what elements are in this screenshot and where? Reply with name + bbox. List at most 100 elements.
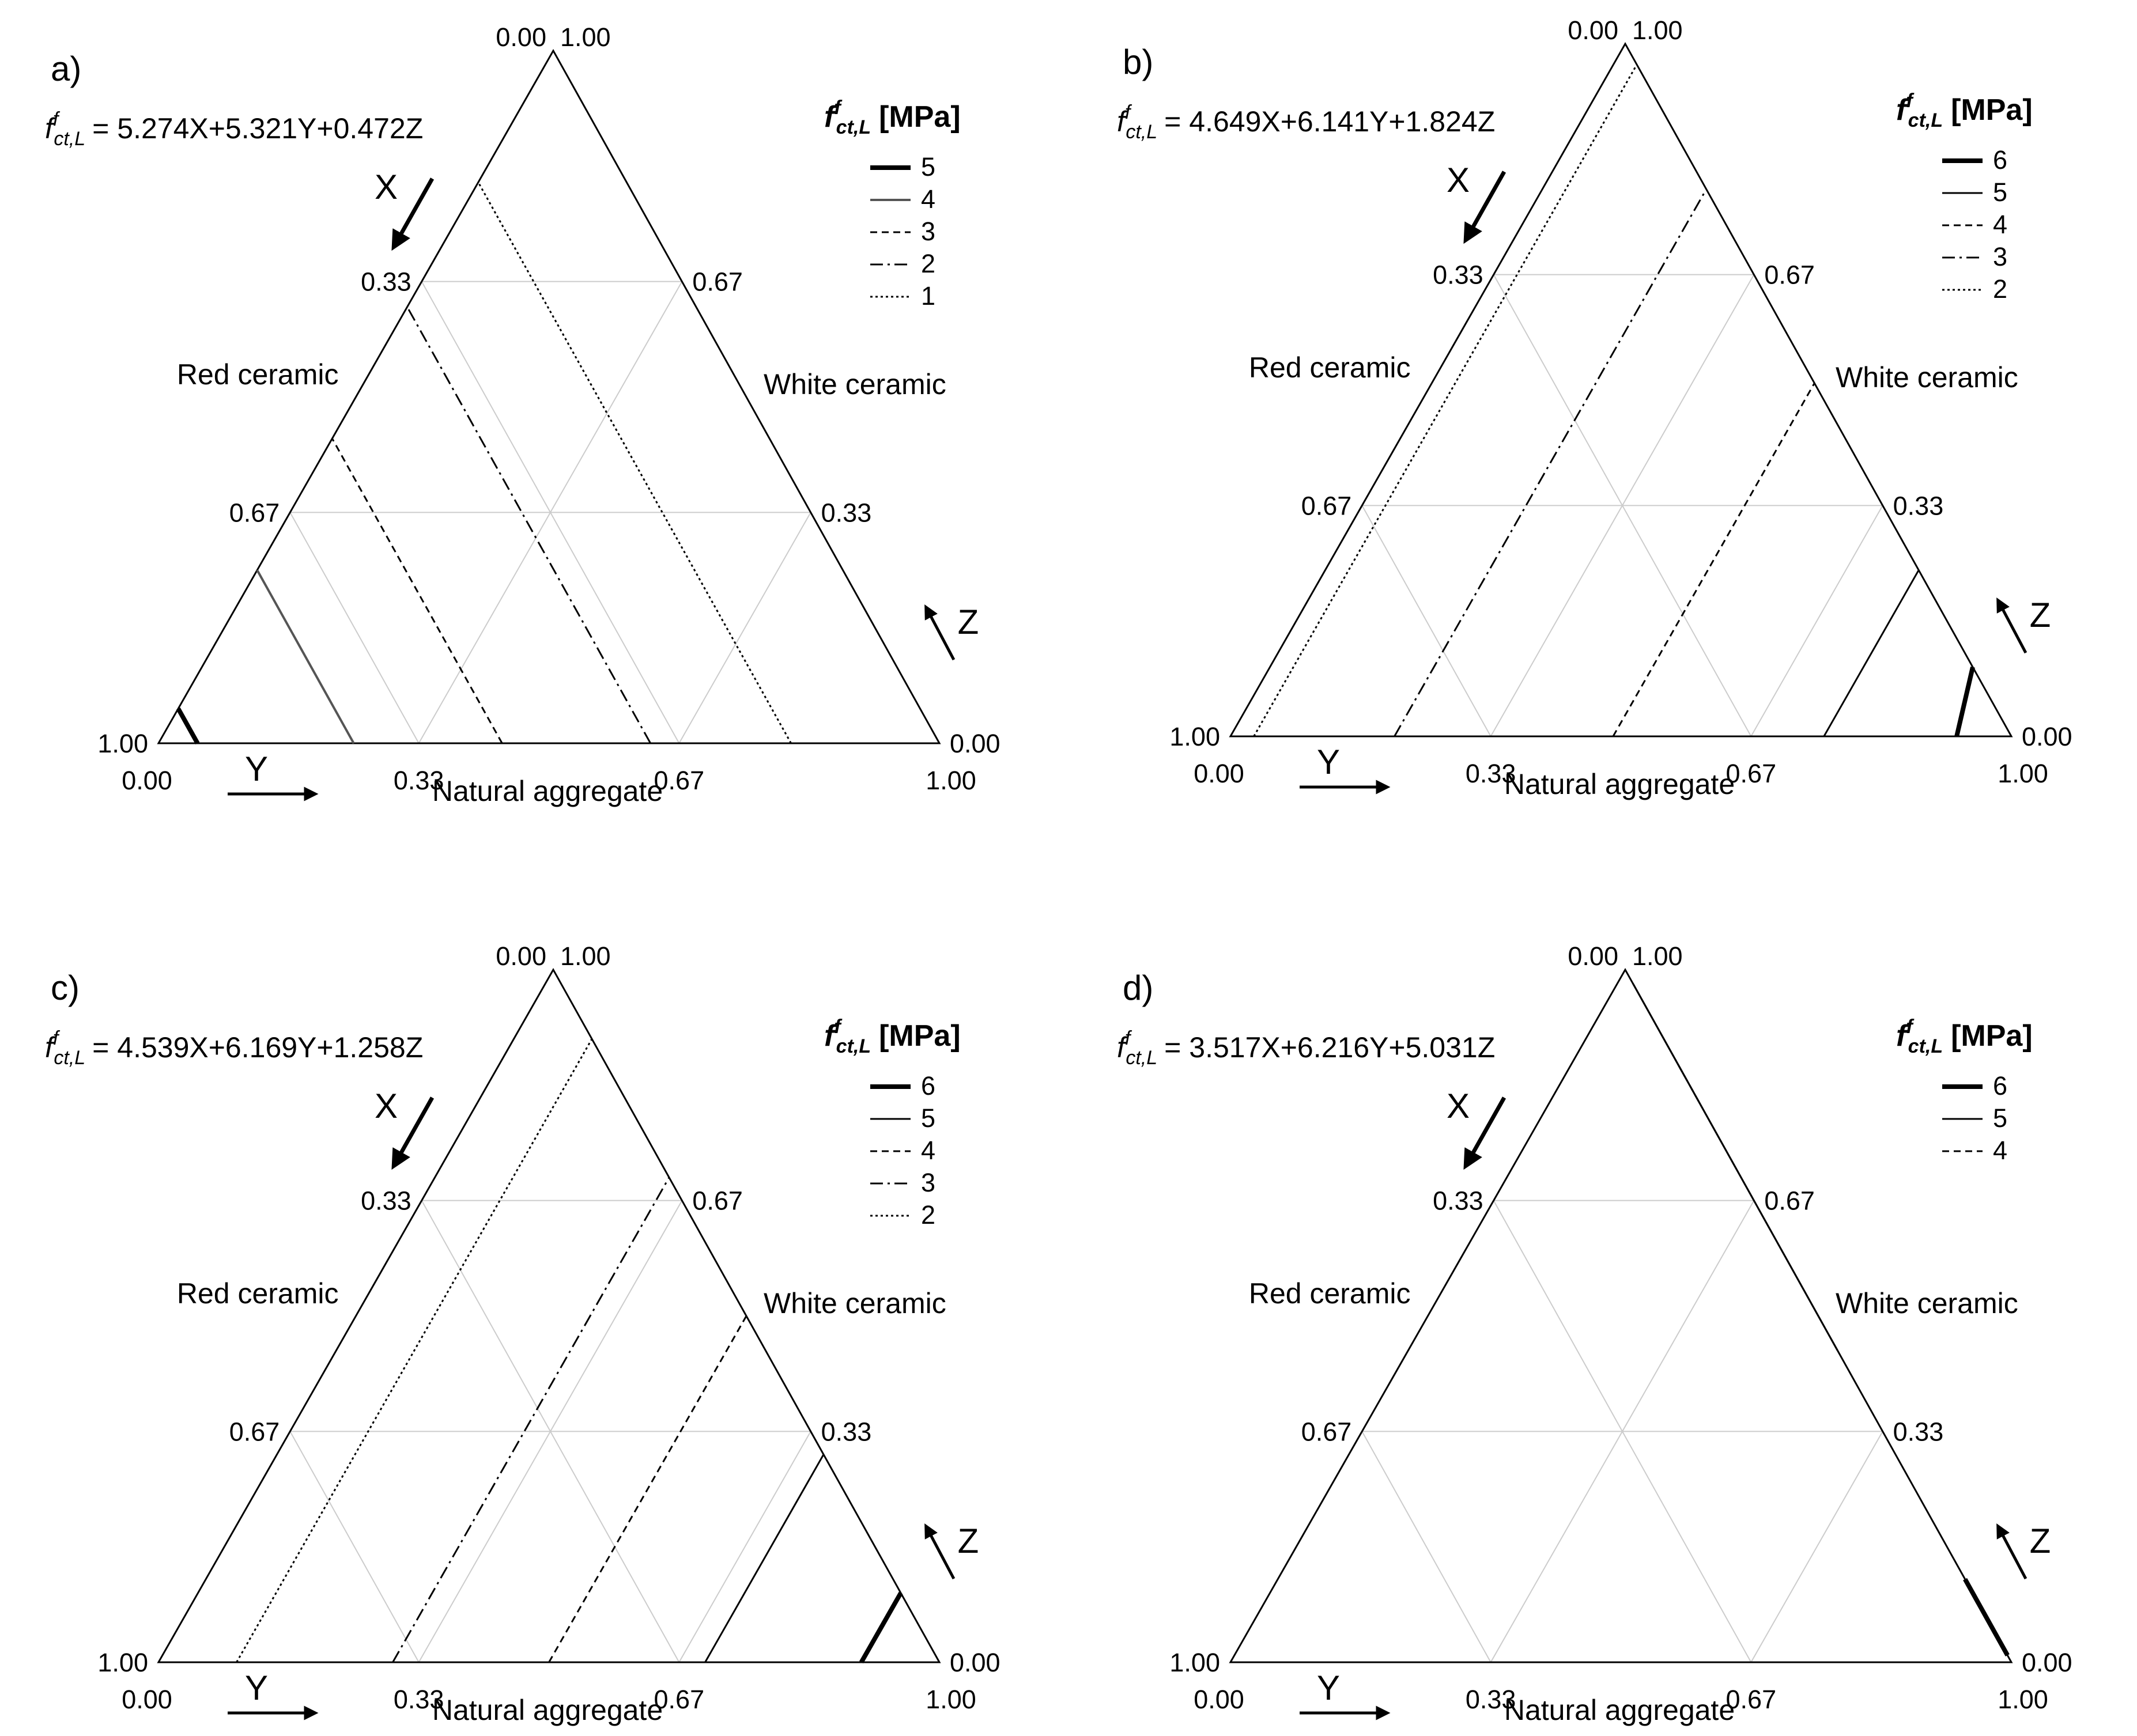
eq-sup: f — [53, 108, 61, 130]
contour-line-3 — [331, 438, 503, 744]
legend-value-4: 4 — [1993, 1136, 2007, 1165]
tick-label: 0.00 — [1194, 1685, 1244, 1714]
legend-unit: [MPa] — [1951, 1019, 2033, 1053]
tick-label: 0.67 — [692, 1186, 743, 1216]
grid-line — [678, 1431, 811, 1663]
legend-value-4: 4 — [921, 184, 935, 214]
triangle-outline — [1229, 41, 2013, 737]
eq-sub: ct,L — [1126, 121, 1157, 143]
eq-sub: ct,L — [54, 1047, 85, 1069]
tick-label: 0.00 — [950, 729, 1000, 758]
tick-label: 0.00 — [2022, 1648, 2072, 1677]
eq-rhs: = 4.649X+6.141Y+1.824Z — [1164, 105, 1495, 138]
tick-label: 1.00 — [97, 729, 148, 758]
legend-unit: [MPa] — [879, 1019, 961, 1053]
contour-lines — [176, 181, 792, 744]
eq-sup: f — [1125, 101, 1132, 123]
panel-d: 0.00 1.00 0.33 0.67 1.00 0.33 0.67 0.00 0.00 0.33… — [1117, 941, 2072, 1726]
tick-label: 0.33 — [361, 1186, 411, 1216]
contour-line-5 — [704, 1454, 825, 1663]
tick-label: 1.00 — [1169, 1648, 1220, 1677]
tick-label: 0.67 — [1726, 1685, 1777, 1714]
legend-sub: ct,L — [836, 116, 871, 138]
label-red-ceramic: Red ceramic — [177, 358, 339, 391]
grid-line — [1361, 505, 1492, 737]
grid-lines — [289, 281, 811, 744]
arrow-label-z: Z — [2030, 1522, 2051, 1560]
panel-label: a) — [51, 50, 81, 88]
contour-line-5 — [1823, 569, 1920, 737]
arrow-label-y: Y — [1317, 743, 1340, 781]
tick-label: 0.67 — [1764, 1186, 1815, 1216]
eq-rhs: = 5.274X+5.321Y+0.472Z — [92, 112, 423, 145]
arrow-label-x: X — [375, 168, 398, 206]
tick-label: 0.00 — [496, 22, 546, 52]
arrow-x — [391, 1096, 435, 1170]
grid-lines — [1361, 274, 1883, 737]
tick-label: 0.33 — [1433, 1186, 1483, 1216]
legend: ff ct,L [MPa] 65 4 3 2 — [1896, 90, 2033, 304]
tick-label: 0.67 — [654, 766, 705, 795]
tick-label: 0.67 — [1301, 491, 1352, 520]
label-natural-aggregate: Natural aggregate — [432, 775, 663, 807]
tick-label: 1.00 — [1169, 722, 1220, 751]
tick-label: 0.33 — [394, 1685, 444, 1714]
tick-label: 0.00 — [1568, 941, 1618, 971]
tick-label: 0.00 — [122, 766, 172, 795]
legend-sup: f — [834, 97, 843, 119]
legend-value-1: 1 — [921, 281, 935, 311]
arrow-label-z: Z — [2030, 596, 2051, 634]
tick-label: 0.33 — [821, 498, 872, 527]
tick-label: 0.67 — [229, 498, 280, 527]
tick-label: 1.00 — [1632, 16, 1683, 45]
contour-line-4 — [1674, 1059, 1700, 1102]
tick-label: 1.00 — [560, 22, 611, 52]
tick-label: 1.00 — [1998, 759, 2048, 788]
grid-line — [1750, 1431, 1883, 1663]
label-red-ceramic: Red ceramic — [1249, 1277, 1411, 1310]
legend-sup: f — [834, 1016, 843, 1038]
contour-line-4 — [256, 569, 355, 744]
contour-line-2 — [406, 307, 651, 744]
contour-line-5 — [176, 707, 200, 744]
contour-line-6 — [1954, 666, 1975, 737]
contour-line-4 — [548, 1315, 747, 1663]
contour-lines — [1253, 64, 1975, 737]
legend-unit: [MPa] — [1951, 93, 2033, 127]
grid-line — [289, 1431, 420, 1663]
arrow-x — [1463, 171, 1507, 244]
panel-b: 0.00 1.00 0.33 0.67 1.00 0.33 0.67 0.00 0.00 0.33… — [1117, 16, 2072, 800]
tick-label: 1.00 — [1632, 941, 1683, 971]
legend-value-2: 2 — [921, 1200, 935, 1230]
panel-c: 0.00 1.00 0.33 0.67 1.00 0.33 0.67 0.00 0.00 0.33… — [45, 941, 1000, 1726]
arrow-z — [1996, 1523, 2027, 1580]
legend-f: f — [824, 100, 837, 134]
panel-label: d) — [1123, 969, 1153, 1007]
equation: ff ct,L = 4.539X+6.169Y+1.258Z — [45, 1027, 423, 1069]
eq-sub: ct,L — [1126, 1047, 1157, 1069]
contour-line-6 — [1963, 1578, 2010, 1656]
arrow-label-x: X — [375, 1087, 398, 1125]
legend-value-4: 4 — [921, 1136, 935, 1165]
legend-value-6: 6 — [1993, 1071, 2007, 1100]
equation: ff ct,L = 3.517X+6.216Y+5.031Z — [1117, 1027, 1495, 1069]
eq-sub: ct,L — [54, 128, 85, 150]
legend: ff ct,L [MPa] 5 4 3 2 1 — [824, 97, 961, 311]
legend-value-2: 2 — [1993, 274, 2007, 304]
tick-label: 0.00 — [1194, 759, 1244, 788]
tick-label: 0.67 — [1301, 1417, 1352, 1446]
tick-label: 0.67 — [229, 1417, 280, 1446]
contour-line-6 — [859, 1591, 903, 1663]
tick-label: 0.33 — [361, 267, 411, 297]
panel-label: c) — [51, 969, 80, 1007]
arrow-z — [924, 604, 956, 661]
grid-lines — [1361, 1200, 1883, 1663]
arrow-z — [924, 1523, 956, 1580]
label-natural-aggregate: Natural aggregate — [1504, 1694, 1735, 1726]
tick-label: 1.00 — [926, 1685, 976, 1714]
eq-rhs: = 3.517X+6.216Y+5.031Z — [1164, 1031, 1495, 1064]
contour-lines — [1632, 983, 2010, 1656]
eq-sup: f — [1125, 1027, 1132, 1049]
legend-title: ff ct,L [MPa] — [1896, 1016, 2033, 1057]
